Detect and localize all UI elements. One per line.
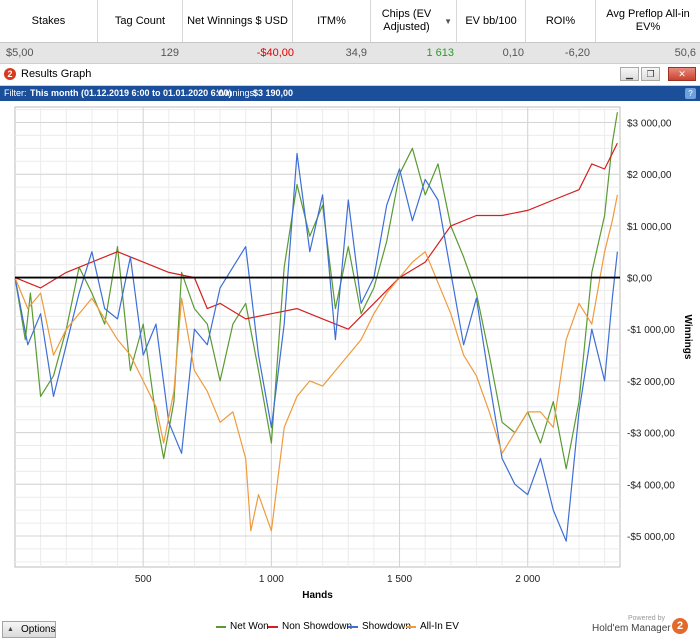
column-label: EV bb/100 xyxy=(465,14,517,27)
column-header-itm[interactable]: ITM% xyxy=(293,0,371,42)
x-axis-label: Hands xyxy=(302,590,333,601)
cell-chips-ev-adjusted: 1 613 xyxy=(426,47,454,59)
legend-swatch xyxy=(348,626,358,628)
cell-avg-preflop-allin-ev: 50,6 xyxy=(674,47,696,59)
y-tick-label: $3 000,00 xyxy=(627,119,672,130)
legend-item-non-showdown[interactable]: Non Showdown xyxy=(268,620,352,634)
y-tick-label: $0,00 xyxy=(627,274,652,285)
series-line-non-showdown xyxy=(14,142,618,330)
y-tick-label: -$4 000,00 xyxy=(627,480,675,491)
column-label: Net Winnings $ USD xyxy=(187,14,288,27)
options-label: Options xyxy=(21,624,56,635)
restore-icon[interactable]: ❐ xyxy=(641,67,660,81)
triangle-up-icon: ▲ xyxy=(7,626,14,633)
legend-label: Showdown xyxy=(362,621,411,632)
column-header-roi[interactable]: ROI% xyxy=(526,0,596,42)
cell-stakes: $5,00 xyxy=(6,47,34,59)
stats-table-header: Stakes Tag Count Net Winnings $ USD ITM%… xyxy=(0,0,700,43)
minimize-icon[interactable]: ▁ xyxy=(620,67,639,81)
legend-swatch xyxy=(406,626,416,628)
y-tick-label: -$5 000,00 xyxy=(627,532,675,543)
winnings-value: $3 190,00 xyxy=(253,88,294,98)
cell-ev-bb100: 0,10 xyxy=(502,47,524,59)
column-header-stakes[interactable]: Stakes xyxy=(0,0,98,42)
x-tick-label: 1 500 xyxy=(387,574,412,585)
sort-descending-icon[interactable]: ▼ xyxy=(444,17,452,26)
legend-item-showdown[interactable]: Showdown xyxy=(348,620,411,634)
y-tick-label: -$2 000,00 xyxy=(627,377,675,388)
holdem-manager-logo-icon: 2 xyxy=(4,68,16,80)
legend-label: Non Showdown xyxy=(282,621,353,632)
column-label: ITM% xyxy=(317,14,346,27)
x-tick-label: 500 xyxy=(135,574,152,585)
table-row[interactable]: $5,00 129 -$40,00 34,9 1 613 0,10 -6,20 … xyxy=(0,43,700,64)
column-label: Stakes xyxy=(31,14,66,27)
window-title: Results Graph xyxy=(21,68,92,80)
cell-tag-count: 129 xyxy=(160,47,179,59)
filter-bar[interactable]: Filter: This month (01.12.2019 6:00 to 0… xyxy=(0,86,700,101)
powered-by-label: Powered by xyxy=(628,615,665,622)
x-tick-label: 1 000 xyxy=(259,574,284,585)
cell-itm: 34,9 xyxy=(345,47,367,59)
plot-area xyxy=(14,106,621,568)
window-title-bar[interactable]: 2 Results Graph ▁ ❐ ✕ xyxy=(0,64,700,86)
column-header-ev-bb100[interactable]: EV bb/100 xyxy=(457,0,526,42)
y-tick-label: $1 000,00 xyxy=(627,222,672,233)
column-header-net-winnings[interactable]: Net Winnings $ USD xyxy=(183,0,293,42)
legend-swatch xyxy=(216,626,226,628)
legend-label: All-In EV xyxy=(420,621,459,632)
y-axis-label: Winnings xyxy=(682,315,693,360)
legend-swatch xyxy=(268,626,278,628)
y-tick-label: $2 000,00 xyxy=(627,170,672,181)
cell-net-winnings: -$40,00 xyxy=(256,47,294,59)
help-icon[interactable]: ? xyxy=(685,88,696,99)
legend-label: Net Won xyxy=(230,621,269,632)
holdem-manager-logo-icon: 2 xyxy=(672,618,688,634)
filter-text: This month (01.12.2019 6:00 to 01.01.202… xyxy=(30,88,232,98)
winnings-label: Winnings: xyxy=(217,88,257,98)
column-header-avg-preflop-allin-ev[interactable]: Avg Preflop All-in EV% xyxy=(596,0,700,42)
x-tick-label: 2 000 xyxy=(515,574,540,585)
close-icon[interactable]: ✕ xyxy=(668,67,696,81)
column-header-chips-ev-adjusted[interactable]: Chips (EV Adjusted) ▼ xyxy=(371,0,457,42)
cell-roi: -6,20 xyxy=(564,47,590,59)
column-label: Chips (EV Adjusted) xyxy=(381,8,432,33)
filter-prefix: Filter: xyxy=(4,88,27,98)
series-line-all-in-ev xyxy=(14,194,618,532)
column-label: ROI% xyxy=(545,14,576,27)
column-header-tag-count[interactable]: Tag Count xyxy=(98,0,183,42)
column-label: Avg Preflop All-in EV% xyxy=(606,8,690,33)
y-tick-label: -$1 000,00 xyxy=(627,325,675,336)
column-label: Tag Count xyxy=(114,14,166,27)
y-tick-label: -$3 000,00 xyxy=(627,429,675,440)
options-button[interactable]: ▲ Options xyxy=(2,621,56,638)
brand-name: Hold'em Manager xyxy=(592,623,671,634)
legend-item-all-in-ev[interactable]: All-In EV xyxy=(406,620,459,634)
results-graph-chart: 500 1 000 1 500 2 000 $3 000,00 $2 000,00 $1 0… xyxy=(14,106,693,601)
series-line-showdown xyxy=(14,152,618,542)
legend-item-net-won[interactable]: Net Won xyxy=(216,620,269,634)
